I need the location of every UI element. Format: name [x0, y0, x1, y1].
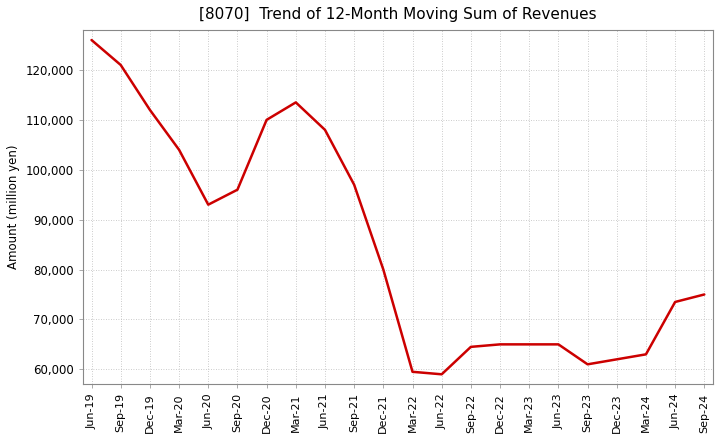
Title: [8070]  Trend of 12-Month Moving Sum of Revenues: [8070] Trend of 12-Month Moving Sum of R…: [199, 7, 597, 22]
Y-axis label: Amount (million yen): Amount (million yen): [7, 145, 20, 269]
